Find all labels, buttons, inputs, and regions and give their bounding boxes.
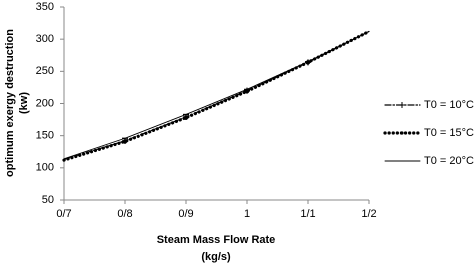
x-tick-label: 0/9 bbox=[178, 208, 193, 220]
series-line bbox=[63, 30, 370, 161]
series-line bbox=[63, 30, 370, 160]
marker bbox=[183, 115, 189, 120]
x-axis-label: (kg/s) bbox=[201, 251, 231, 263]
y-tick-label: 350 bbox=[36, 1, 54, 13]
y-tick-label: 200 bbox=[36, 97, 54, 109]
y-tick-label: 150 bbox=[36, 130, 54, 142]
x-tick-label: 0/7 bbox=[56, 208, 71, 220]
y-tick-label: 50 bbox=[42, 194, 54, 206]
x-tick-label: 1/2 bbox=[361, 208, 376, 220]
x-axis-label: Steam Mass Flow Rate bbox=[157, 234, 276, 246]
y-axis-label: optimum exergy destruction bbox=[4, 29, 16, 177]
y-tick-label: 100 bbox=[36, 162, 54, 174]
legend-label: T0 = 15°C bbox=[424, 127, 474, 139]
series-line bbox=[62, 29, 371, 162]
y-tick-label: 250 bbox=[36, 65, 54, 77]
legend-marker bbox=[399, 102, 405, 108]
legend-label: T0 = 20°C bbox=[424, 155, 474, 167]
y-axis-label: (kw) bbox=[18, 92, 30, 114]
x-tick-label: 0/8 bbox=[117, 208, 132, 220]
y-tick-label: 300 bbox=[36, 33, 54, 45]
marker bbox=[122, 139, 128, 144]
legend-marker bbox=[400, 131, 404, 135]
x-tick-label: 1 bbox=[244, 208, 250, 220]
legend-label: T0 = 10°C bbox=[424, 99, 474, 111]
x-tick-label: 1/1 bbox=[300, 208, 315, 220]
